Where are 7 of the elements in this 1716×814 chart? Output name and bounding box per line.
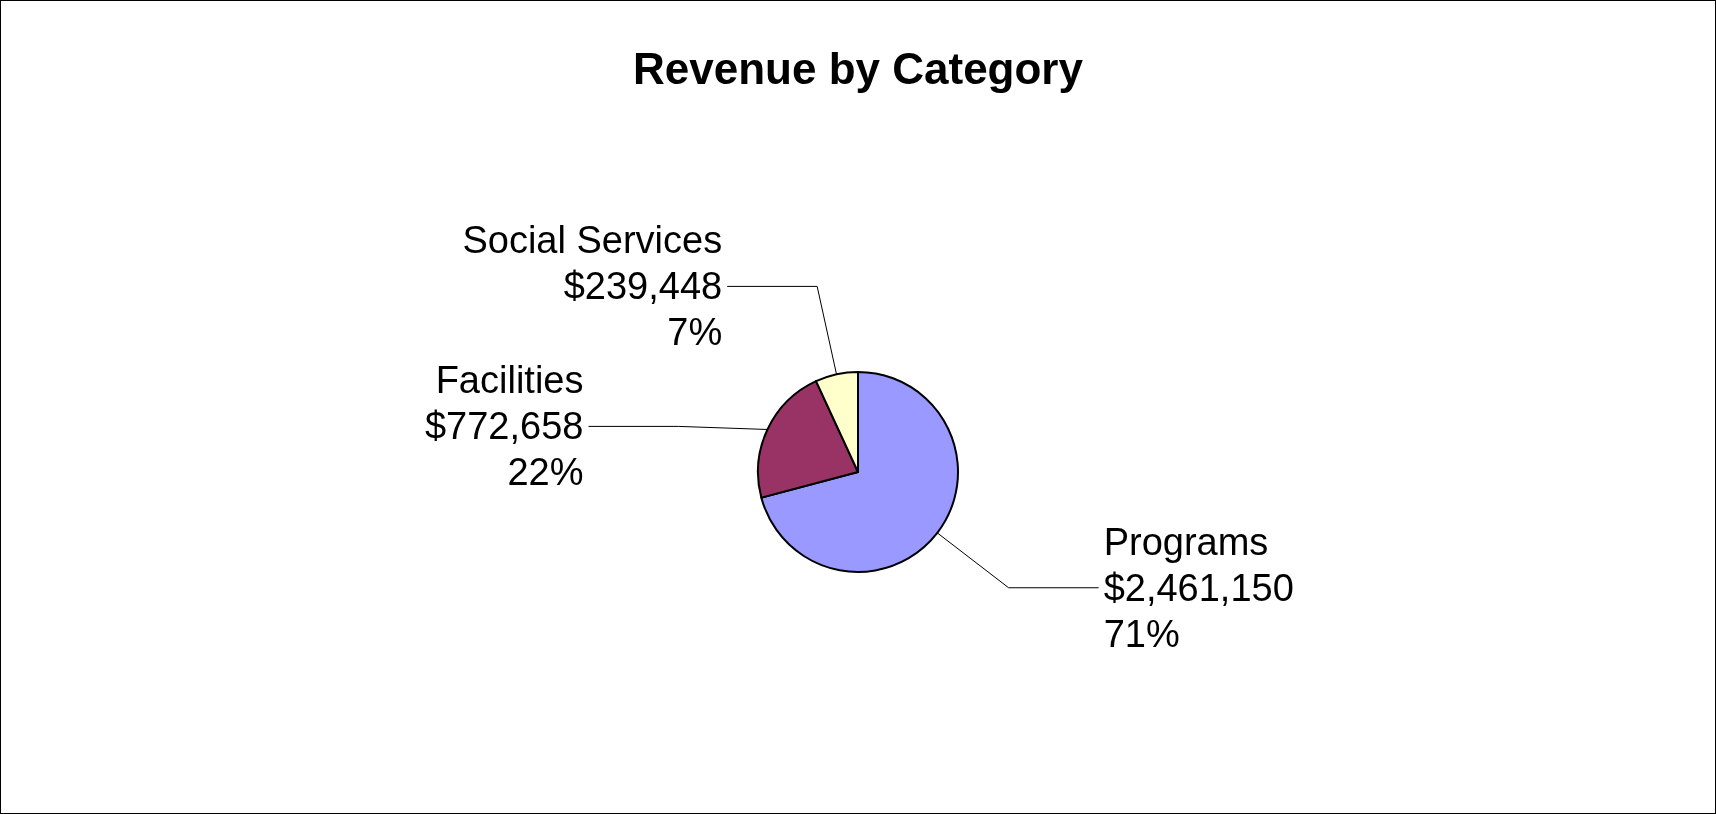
data-label: $2,461,150 71% xyxy=(1103,566,1294,655)
slice-label: Facilities xyxy=(435,359,584,402)
data-label: $772,658 22% xyxy=(424,405,584,494)
slice-label: Programs xyxy=(1103,520,1269,563)
slice-label: Social Services xyxy=(462,219,723,262)
chart-title: Revenue by Category xyxy=(633,43,1084,93)
data-label: $239,448 7% xyxy=(563,265,723,354)
